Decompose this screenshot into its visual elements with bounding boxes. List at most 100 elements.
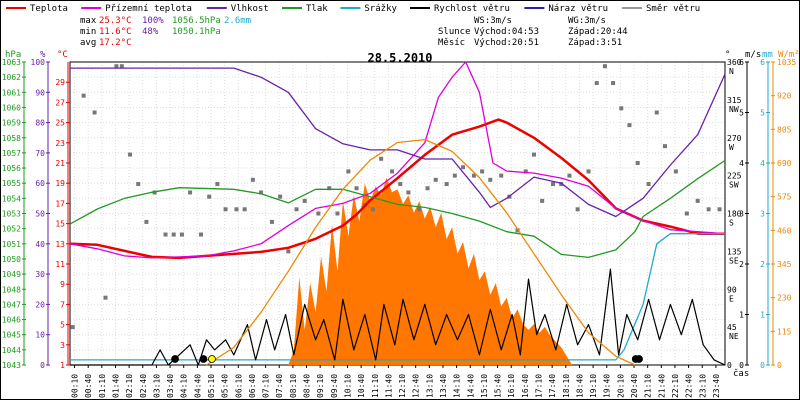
wind-direction-point bbox=[452, 173, 457, 178]
wind-direction-point bbox=[559, 182, 564, 187]
direction-tick-compass: E bbox=[729, 294, 734, 303]
x-tick-label: 06:10 bbox=[234, 374, 243, 398]
wind-direction-point bbox=[286, 249, 291, 254]
direction-tick-label: 135 bbox=[727, 247, 742, 256]
legend: Teplota Přízemní teplota Vlhkost Tlak Srážky… bbox=[6, 4, 700, 14]
wind-direction-point bbox=[398, 182, 403, 187]
stats-avg-temp: 17.2°C bbox=[99, 38, 132, 48]
astro-info: WS:3m/s WG:3m/s Slunce Východ:04:53 Zápa… bbox=[438, 16, 628, 48]
x-tick-label: 01:40 bbox=[111, 374, 120, 398]
wind-direction-point bbox=[242, 207, 247, 212]
direction-tick-label: 315 bbox=[727, 96, 742, 105]
axis-tick-label-humidity_pct: 80 bbox=[35, 119, 45, 128]
axis-tick-label-pressure_hpa: 1053 bbox=[2, 210, 21, 219]
x-tick-label: 03:10 bbox=[152, 374, 161, 398]
series-line-Sluneční záření bbox=[206, 138, 636, 366]
radiation-measured-area bbox=[288, 177, 573, 365]
direction-tick-label: 45 bbox=[727, 323, 737, 332]
wind-direction-point bbox=[179, 232, 184, 237]
x-tick-label: 22:40 bbox=[685, 374, 694, 398]
x-tick-label: 23:10 bbox=[698, 374, 707, 398]
direction-tick-label: 270 bbox=[727, 134, 742, 143]
axis-tick-label-temperature_c: 13 bbox=[55, 240, 65, 249]
x-tick-label: 06:40 bbox=[248, 374, 257, 398]
axis-tick-label-rain: 6 bbox=[760, 58, 765, 67]
wind-direction-point bbox=[684, 211, 689, 216]
axis-tick-label-rain: 2 bbox=[760, 260, 765, 269]
wind-direction-point bbox=[717, 207, 722, 212]
axis-tick-label-radiation: 230 bbox=[777, 294, 792, 303]
wind-direction-point bbox=[471, 173, 476, 178]
axis-tick-label-pressure_hpa: 1054 bbox=[2, 194, 21, 203]
axis-tick-label-humidity_pct: 60 bbox=[35, 179, 45, 188]
wind-direction-point bbox=[354, 186, 359, 191]
x-tick-label: 10:10 bbox=[343, 374, 352, 398]
series-line-Srážky bbox=[70, 233, 725, 361]
axis-tick-label-pressure_hpa: 1051 bbox=[2, 240, 21, 249]
wind-direction-point bbox=[406, 190, 411, 195]
axis-tick-label-temperature_c: 5 bbox=[60, 321, 65, 330]
x-tick-label: 04:10 bbox=[180, 374, 189, 398]
legend-label-2: Vlhkost bbox=[231, 4, 269, 14]
x-tick-label: 01:10 bbox=[98, 374, 107, 398]
wind-direction-point bbox=[215, 182, 220, 187]
wind-direction-point bbox=[234, 207, 239, 212]
wind-direction-point bbox=[259, 190, 264, 195]
axis-tick-label-humidity_pct: 30 bbox=[35, 270, 45, 279]
x-tick-label: 02:10 bbox=[125, 374, 134, 398]
wind-direction-point bbox=[163, 232, 168, 237]
axis-tick-label-temperature_c: 7 bbox=[60, 300, 65, 309]
axis-tick-label-pressure_hpa: 1056 bbox=[2, 164, 21, 173]
unit-mm: mm bbox=[762, 50, 773, 60]
astro-marker bbox=[635, 355, 643, 363]
x-tick-label: 15:10 bbox=[480, 374, 489, 398]
astro-marker bbox=[199, 355, 208, 363]
axis-tick-label-rain: 1 bbox=[760, 311, 765, 320]
sun-set: Západ:20:44 bbox=[568, 27, 628, 37]
axis-tick-label-radiation: 690 bbox=[777, 159, 792, 168]
axis-tick-label-humidity_pct: 10 bbox=[35, 331, 45, 340]
axis-tick-label-pressure_hpa: 1060 bbox=[2, 103, 21, 112]
stats-min-label: min bbox=[80, 27, 96, 37]
wind-direction-point bbox=[128, 152, 133, 157]
legend-label-7: Směr větru bbox=[646, 4, 700, 14]
x-tick-label: 14:10 bbox=[453, 374, 462, 398]
axis-tick-label-rain: 4 bbox=[760, 159, 765, 168]
wind-direction-point bbox=[540, 198, 545, 203]
unit-hpa: hPa bbox=[5, 50, 21, 60]
axis-tick-label-radiation: 345 bbox=[777, 260, 792, 269]
axis-tick-label-temperature_c: 25 bbox=[55, 119, 65, 128]
wind-direction-point bbox=[646, 182, 651, 187]
stats-min-press: 1050.1hPa bbox=[172, 27, 221, 37]
wind-direction-point bbox=[662, 144, 667, 149]
axis-tick-label-temperature_c: 21 bbox=[55, 159, 65, 168]
wind-direction-point bbox=[461, 165, 465, 170]
unit-deg: ° bbox=[725, 50, 730, 60]
x-tick-label: 10:40 bbox=[357, 374, 366, 398]
series-line-Tlak bbox=[69, 159, 726, 259]
axis-tick-label-pressure_hpa: 1043 bbox=[2, 361, 21, 370]
moon-set: Západ:3:51 bbox=[568, 38, 622, 48]
axis-tick-label-rain: 5 bbox=[760, 109, 765, 118]
axis-tick-label-pressure_hpa: 1059 bbox=[2, 119, 21, 128]
wind-direction-point bbox=[433, 177, 438, 182]
legend-label-0: Teplota bbox=[30, 4, 68, 14]
x-tick-label: 19:10 bbox=[589, 374, 598, 398]
direction-tick-compass: SW bbox=[729, 181, 739, 190]
axis-tick-label-temperature_c: 15 bbox=[55, 220, 65, 229]
axis-tick-label-wind: 3 bbox=[739, 210, 744, 219]
axis-tick-label-humidity_pct: 20 bbox=[35, 300, 45, 309]
x-tick-label: 07:10 bbox=[262, 374, 271, 398]
x-tick-label: 02:40 bbox=[139, 374, 148, 398]
wind-direction-point bbox=[250, 177, 255, 182]
axis-tick-label-humidity_pct: 0 bbox=[40, 361, 45, 370]
axis-tick-label-pressure_hpa: 1047 bbox=[2, 300, 21, 309]
axis-tick-label-temperature_c: 23 bbox=[55, 139, 65, 148]
wind-direction-point bbox=[278, 194, 283, 199]
wind-direction-point bbox=[316, 211, 321, 216]
stats-min-temp: 11.6°C bbox=[99, 27, 132, 37]
axis-tick-label-temperature_c: 27 bbox=[55, 98, 65, 107]
axis-tick-label-radiation: 805 bbox=[777, 125, 792, 134]
wind-direction-point bbox=[114, 64, 119, 69]
